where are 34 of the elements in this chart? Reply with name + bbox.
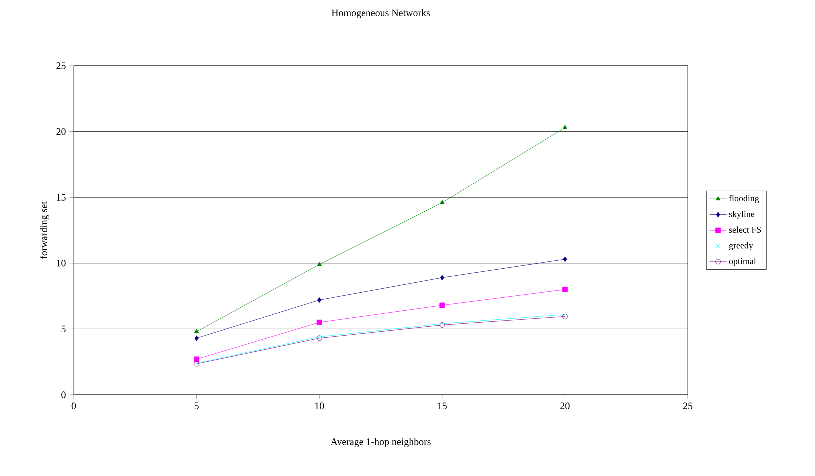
y-tick-label: 25 [56, 62, 66, 70]
x-tick-label: 20 [560, 402, 570, 410]
x-tick-label: 25 [683, 402, 693, 410]
point [562, 287, 568, 292]
point [563, 312, 568, 317]
y-tick-label: 0 [62, 392, 66, 398]
point [440, 302, 446, 308]
legend-label: optimal [729, 258, 756, 266]
legend-label: select FS [729, 226, 762, 234]
x-tick-label: 0 [72, 402, 76, 410]
x-tick-label: 10 [315, 402, 324, 410]
legend-label: skyline [729, 210, 755, 220]
point [317, 262, 322, 266]
point [562, 125, 568, 130]
y-tick-label: 10 [57, 260, 66, 267]
point [194, 336, 199, 342]
point [440, 200, 445, 204]
point [562, 314, 568, 320]
point [440, 275, 444, 281]
chart-title: Homogeneous Networks [332, 9, 430, 19]
point [316, 320, 322, 326]
point [318, 298, 322, 303]
x-axis-title: Average 1-hop neighbors [330, 438, 431, 448]
point [563, 256, 568, 262]
legend-label: greedy [729, 242, 754, 251]
y-tick-label: 20 [56, 128, 66, 136]
y-axis-title: forwarding set [40, 202, 50, 260]
point [194, 329, 200, 334]
x-tick-label: 15 [438, 402, 447, 410]
x-tick-label: 5 [194, 402, 199, 410]
y-tick-label: 5 [62, 326, 66, 333]
y-tick-label: 15 [57, 194, 66, 201]
legend-label: flooding [729, 195, 760, 204]
point [194, 356, 200, 362]
